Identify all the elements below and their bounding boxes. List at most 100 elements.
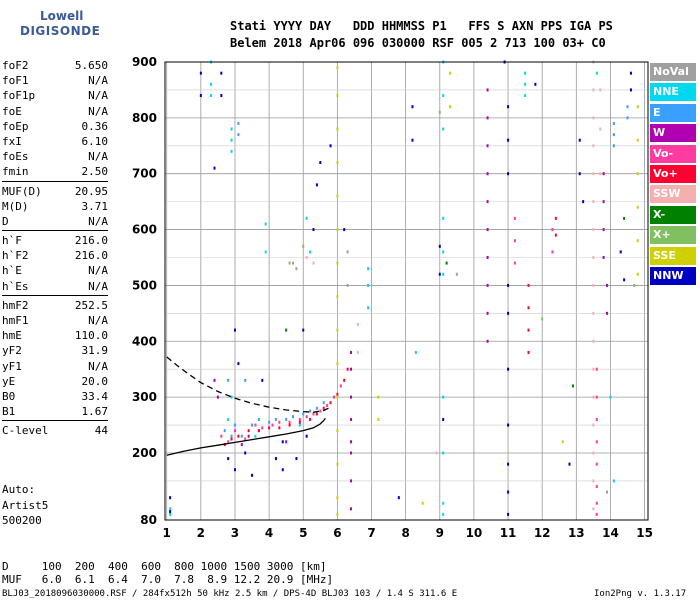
echo-point — [298, 417, 301, 421]
echo-point — [554, 233, 557, 237]
echo-point — [199, 71, 202, 75]
footer-version: Ion2Png v. 1.3.17 — [594, 589, 687, 599]
param-row-hmf1: hmF1 N/A — [2, 313, 108, 328]
echo-point — [295, 457, 298, 461]
echo-point — [411, 105, 414, 109]
echo-point — [213, 166, 216, 170]
echo-point — [507, 105, 510, 109]
echo-point — [595, 395, 598, 399]
echo-point — [595, 512, 598, 516]
echo-point — [636, 272, 639, 276]
echo-point — [524, 71, 527, 75]
echo-point — [350, 417, 353, 421]
echo-point — [315, 183, 318, 187]
echo-point — [336, 362, 339, 366]
param-name: foEp — [2, 119, 29, 133]
echo-point — [527, 350, 530, 354]
echo-point — [507, 490, 510, 494]
header-values: Belem 2018 Apr06 096 030000 RSF 005 2 71… — [230, 36, 606, 50]
echo-point — [554, 216, 557, 220]
param-value: N/A — [88, 214, 108, 228]
echo-point — [312, 412, 315, 416]
param-name: yF2 — [2, 344, 22, 358]
echo-point — [592, 116, 595, 120]
x-tick-label: 11 — [500, 526, 517, 540]
legend-item-ssw: SSW — [650, 185, 696, 204]
echo-point — [592, 479, 595, 483]
echo-point — [486, 339, 489, 343]
param-name: MUF(D) — [2, 184, 42, 198]
echo-point — [507, 283, 510, 287]
echo-point — [343, 378, 346, 382]
echo-point — [227, 417, 230, 421]
x-tick-label: 10 — [466, 526, 483, 540]
echo-point — [322, 401, 325, 405]
echo-point — [336, 194, 339, 198]
echo-point — [592, 200, 595, 204]
param-row-ye: yE 20.0 — [2, 374, 108, 389]
echo-point — [507, 367, 510, 371]
echo-point — [612, 479, 615, 483]
logo-line2: DIGISONDE — [20, 24, 101, 38]
param-row-fmin: fmin 2.50 — [2, 164, 108, 179]
echo-point — [220, 434, 223, 438]
echo-point — [524, 82, 527, 86]
echo-point — [336, 395, 339, 399]
auto-version: 500200 — [2, 514, 42, 527]
param-row-h-f2: h`F2 216.0 — [2, 248, 108, 263]
echo-point — [507, 423, 510, 427]
echo-point — [367, 283, 370, 287]
series-x- — [285, 216, 626, 388]
echo-point — [507, 311, 510, 315]
param-name: hmF1 — [2, 314, 29, 327]
echo-point — [486, 144, 489, 148]
param-row-h-es: h`Es N/A — [2, 279, 108, 294]
echo-point — [578, 172, 581, 176]
echo-point — [592, 144, 595, 148]
echo-point — [397, 496, 400, 500]
param-name: M(D) — [2, 199, 29, 213]
param-name: hmF2 — [2, 298, 29, 312]
param-value: 2.50 — [81, 165, 109, 179]
echo-point — [281, 440, 284, 444]
y-tick-label: 500 — [132, 278, 157, 292]
echo-point — [602, 172, 605, 176]
echo-point — [220, 71, 223, 75]
legend-item-x-: X- — [650, 205, 696, 224]
echo-point — [295, 267, 298, 271]
echo-point — [367, 267, 370, 271]
scaled-parameters-panel: foF2 5.650 foF1 N/A foF1p N/A foE N/A foEp 0.36 fx… — [2, 58, 108, 439]
echo-point — [230, 434, 233, 438]
distance-row: D 100 200 400 600 800 1000 1500 3000 [km… — [2, 560, 327, 573]
echo-point — [240, 443, 243, 447]
param-value: 3.71 — [81, 199, 109, 213]
echo-point — [237, 434, 240, 438]
param-value: 6.10 — [81, 134, 109, 148]
param-value: 216.0 — [74, 234, 108, 248]
x-tick-label: 2 — [197, 526, 205, 540]
echo-point — [336, 496, 339, 500]
echo-point — [305, 415, 308, 419]
echo-point — [350, 395, 353, 399]
legend-item-nne: NNE — [650, 83, 696, 102]
echo-point — [336, 328, 339, 332]
echo-point — [592, 395, 595, 399]
legend-item-e: E — [650, 103, 696, 122]
echo-point — [285, 417, 288, 421]
echo-point — [636, 105, 639, 109]
param-value: 20.95 — [74, 184, 108, 198]
echo-point — [486, 116, 489, 120]
echo-point — [254, 434, 257, 438]
echo-point — [486, 255, 489, 259]
legend-item-vo-: Vo+ — [650, 164, 696, 183]
y-tick-label: 300 — [132, 390, 157, 404]
echo-point — [602, 255, 605, 259]
param-name: foF1 — [2, 74, 29, 88]
echo-point — [582, 200, 585, 204]
echo-point — [312, 261, 315, 265]
param-separator — [2, 294, 108, 297]
param-value: 1.67 — [81, 405, 109, 419]
y-tick-label: 800 — [132, 111, 157, 125]
param-value: N/A — [88, 314, 108, 327]
echo-point — [578, 138, 581, 142]
